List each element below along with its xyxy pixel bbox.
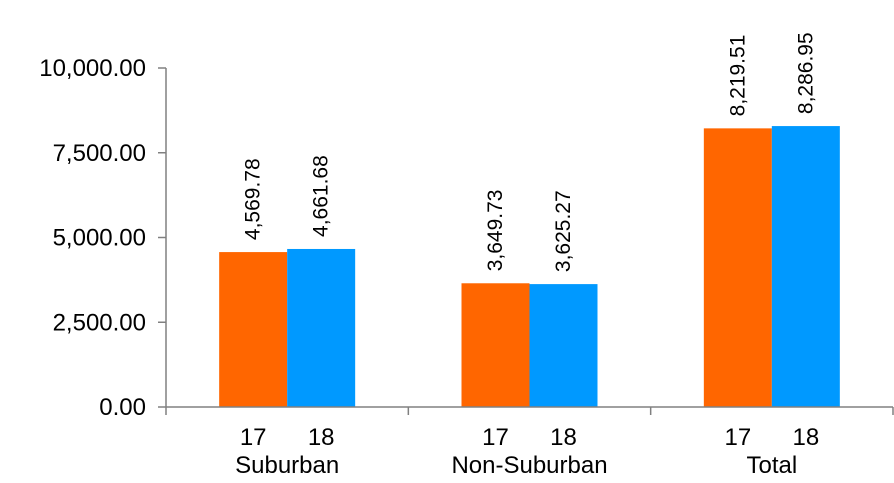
bars [219, 126, 840, 408]
axes [165, 68, 894, 415]
y-tick-label: 0.00 [99, 394, 146, 421]
series-label: 17 [240, 424, 267, 451]
y-tick-label: 5,000.00 [53, 225, 146, 252]
bar [287, 248, 356, 407]
data-label: 3,649.73 [484, 190, 507, 272]
category-label: Suburban [235, 452, 339, 479]
data-label: 4,569.78 [242, 158, 265, 240]
y-tick-label: 7,500.00 [53, 140, 146, 167]
data-label: 8,219.51 [726, 35, 749, 117]
y-tick-label: 2,500.00 [53, 309, 146, 336]
data-labels: 4,569.78 4,661.68 3,649.73 3,625.27 8,219.51… [242, 32, 818, 272]
series-label: 18 [792, 424, 819, 451]
y-tick-label: 10,000.00 [39, 55, 146, 82]
y-axis-ticks: 0.00 2,500.00 5,000.00 7,500.00 10,000.00 [39, 55, 166, 421]
series-label: 17 [482, 424, 509, 451]
category-label: Non-Suburban [451, 452, 607, 479]
series-label: 18 [550, 424, 577, 451]
bar [771, 126, 840, 408]
data-label: 4,661.68 [310, 155, 333, 237]
bar [219, 252, 288, 407]
series-label: 18 [308, 424, 335, 451]
series-label: 17 [724, 424, 751, 451]
data-label: 3,625.27 [552, 190, 575, 272]
data-label: 8,286.95 [794, 32, 817, 114]
bar [461, 283, 530, 407]
bar [703, 128, 772, 407]
bar [529, 284, 598, 407]
category-label: Total [746, 452, 797, 479]
